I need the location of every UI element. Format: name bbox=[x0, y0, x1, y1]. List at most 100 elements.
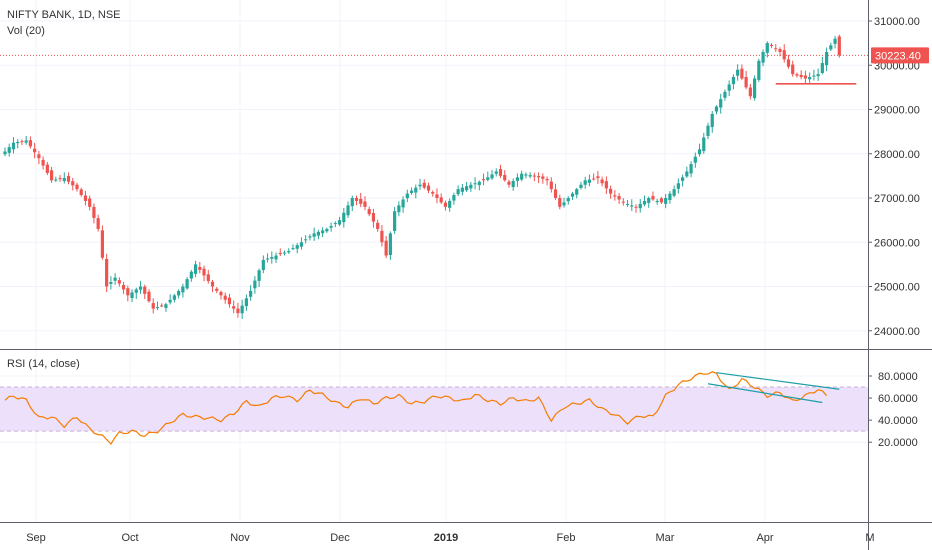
candle-body bbox=[58, 178, 62, 180]
candle-body bbox=[494, 171, 498, 174]
candle-body bbox=[215, 288, 219, 291]
candle-body bbox=[490, 174, 494, 179]
candle-body bbox=[672, 189, 676, 196]
candle-body bbox=[393, 211, 397, 231]
candle-body bbox=[151, 303, 155, 309]
candle-body bbox=[651, 196, 655, 200]
candle-body bbox=[676, 183, 680, 189]
candle-body bbox=[295, 245, 299, 249]
candle-body bbox=[181, 286, 185, 293]
candle-body bbox=[422, 182, 426, 188]
rsi-guide-lines bbox=[0, 386, 868, 432]
candle-body bbox=[731, 77, 736, 85]
candle-body bbox=[367, 209, 371, 215]
candle-body bbox=[249, 290, 253, 297]
candle-body bbox=[435, 194, 439, 198]
candle-body bbox=[592, 178, 596, 180]
candle-body bbox=[354, 198, 359, 201]
candle-body bbox=[177, 290, 181, 296]
candle-body bbox=[575, 189, 579, 195]
candle-body bbox=[359, 198, 363, 204]
rsi-trendline bbox=[716, 372, 840, 390]
candle-body bbox=[820, 63, 824, 74]
candle-body bbox=[88, 198, 92, 207]
candle-body bbox=[7, 147, 11, 153]
candle-body bbox=[388, 233, 392, 256]
candle-body bbox=[236, 308, 240, 314]
candle-body bbox=[545, 179, 549, 181]
candle-body bbox=[621, 201, 625, 203]
candle-body bbox=[795, 74, 799, 76]
candle-body bbox=[100, 230, 105, 258]
candle-body bbox=[109, 282, 113, 285]
candle-body bbox=[617, 196, 621, 200]
candle-body bbox=[45, 164, 49, 173]
candle-body bbox=[380, 230, 384, 243]
candle-body bbox=[418, 184, 422, 187]
candle-body bbox=[206, 274, 210, 281]
candle-body bbox=[121, 285, 126, 290]
candle-body bbox=[210, 281, 215, 287]
candle-body bbox=[113, 277, 117, 281]
candlestick-series bbox=[3, 34, 841, 319]
candle-body bbox=[401, 199, 405, 208]
candle-body bbox=[503, 174, 507, 181]
candle-body bbox=[244, 298, 248, 307]
candle-body bbox=[92, 206, 96, 218]
candle-body bbox=[778, 48, 782, 52]
candle-body bbox=[702, 137, 706, 152]
candle-body bbox=[376, 222, 380, 229]
candle-body bbox=[689, 164, 693, 174]
candle-body bbox=[138, 286, 143, 290]
rsi-line bbox=[4, 371, 828, 445]
candle-body bbox=[655, 200, 659, 203]
candle-body bbox=[164, 304, 168, 308]
candle-body bbox=[75, 184, 79, 190]
candle-body bbox=[443, 202, 448, 207]
candle-body bbox=[193, 264, 198, 274]
candle-body bbox=[291, 248, 295, 250]
rsi-band bbox=[0, 387, 868, 432]
candle-body bbox=[465, 186, 469, 191]
candle-body bbox=[62, 178, 66, 182]
candle-body bbox=[714, 106, 719, 112]
candle-body bbox=[553, 189, 558, 198]
candle-body bbox=[130, 292, 134, 298]
candle-body bbox=[630, 205, 634, 207]
candle-body bbox=[198, 266, 202, 270]
time-tick-label: Nov bbox=[230, 532, 250, 544]
rsi-axis: 80.0000 60.0000 40.0000 20.0000 bbox=[868, 371, 918, 449]
candle-body bbox=[727, 84, 731, 91]
candle-body bbox=[833, 38, 837, 44]
candle-body bbox=[143, 286, 147, 294]
candle-body bbox=[3, 151, 7, 155]
annotations bbox=[707, 83, 857, 404]
time-tick-label: Mar bbox=[656, 532, 675, 544]
chart-title: NIFTY BANK, 1D, NSE bbox=[7, 9, 121, 21]
candle-body bbox=[405, 193, 409, 199]
candle-body bbox=[791, 64, 795, 75]
candle-body bbox=[579, 184, 583, 188]
last-price-badge: 30223.40 bbox=[871, 47, 929, 64]
candle-body bbox=[587, 179, 592, 183]
candle-body bbox=[481, 179, 486, 181]
candle-body bbox=[723, 91, 727, 98]
candle-body bbox=[257, 270, 261, 281]
candle-body bbox=[566, 198, 570, 202]
candle-body bbox=[570, 193, 575, 197]
candle-body bbox=[66, 176, 71, 182]
candle-body bbox=[837, 36, 841, 56]
candle-body bbox=[253, 280, 257, 289]
rsi-title: RSI (14, close) bbox=[7, 358, 80, 370]
candle-body bbox=[329, 226, 333, 228]
candle-body bbox=[558, 198, 562, 207]
candle-body bbox=[321, 230, 325, 234]
candle-body bbox=[147, 291, 151, 302]
time-tick-label: Sep bbox=[26, 532, 46, 544]
candle-body bbox=[350, 198, 354, 207]
candle-body bbox=[49, 170, 54, 181]
last-price-badge-bg bbox=[871, 47, 929, 64]
candle-body bbox=[308, 236, 312, 238]
